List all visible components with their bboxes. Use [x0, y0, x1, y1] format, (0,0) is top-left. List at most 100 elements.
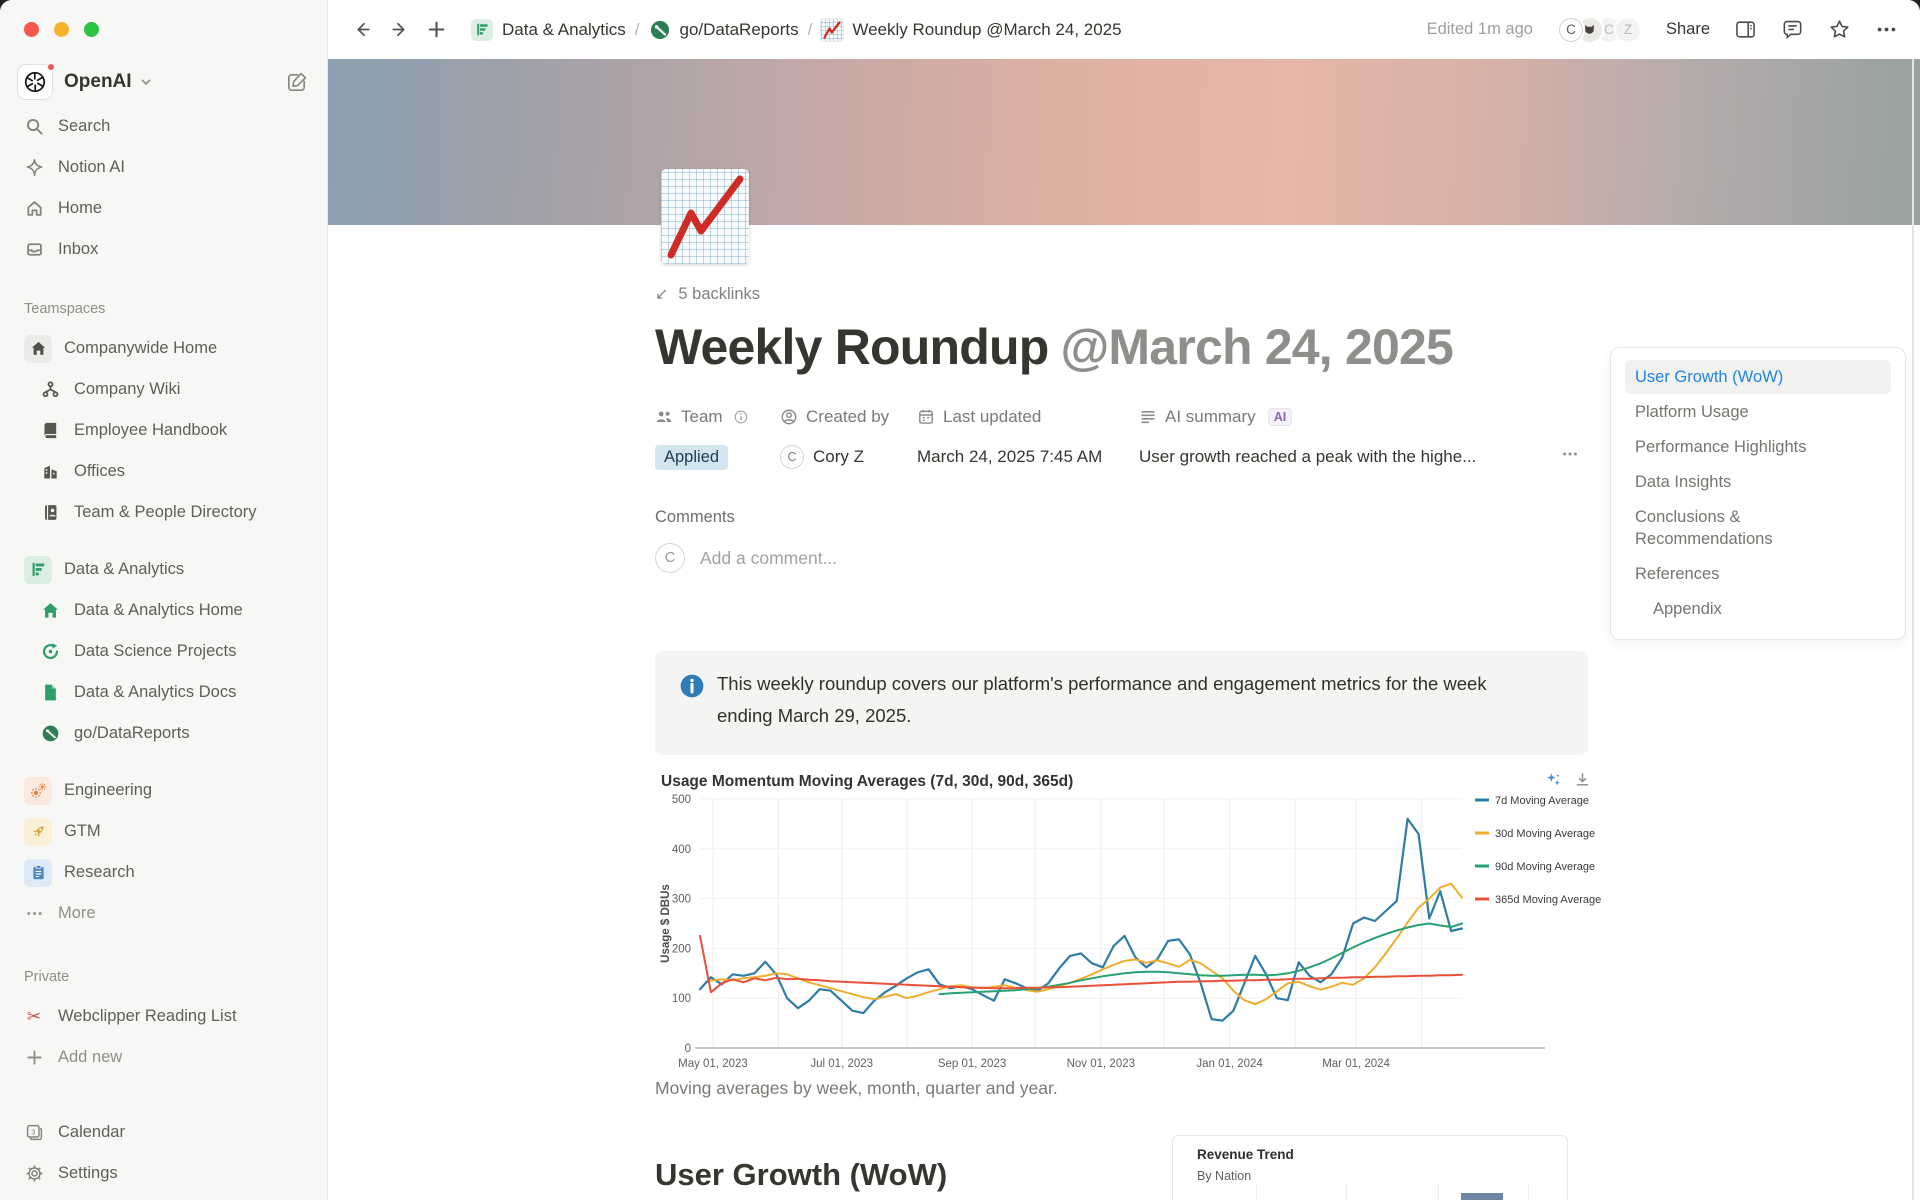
- sidebar-item-add-new[interactable]: Add new: [0, 1037, 327, 1078]
- download-icon[interactable]: [1574, 771, 1591, 788]
- back-button[interactable]: [352, 19, 373, 40]
- sidebar-item-offices[interactable]: Offices: [0, 451, 327, 492]
- property-label-created-by[interactable]: Created by: [780, 404, 889, 430]
- callout-block[interactable]: This weekly roundup covers our platform'…: [655, 651, 1588, 755]
- scrollbar[interactable]: [1912, 59, 1914, 1200]
- sidebar-item-research[interactable]: Research: [0, 852, 327, 893]
- section-heading[interactable]: User Growth (WoW): [655, 1157, 948, 1192]
- svg-text:Usage $ DBUs: Usage $ DBUs: [660, 884, 672, 963]
- breadcrumb-label: Data & Analytics: [502, 19, 626, 39]
- avatar: C: [780, 445, 804, 469]
- sidebar-item-data-analytics[interactable]: Data & Analytics: [0, 549, 327, 590]
- svg-text:Nov 01, 2023: Nov 01, 2023: [1067, 1058, 1135, 1070]
- minimize-button[interactable]: [54, 22, 69, 37]
- new-page-icon[interactable]: [285, 70, 309, 94]
- close-button[interactable]: [24, 22, 39, 37]
- gear-icon: [24, 1164, 44, 1184]
- avatar[interactable]: C: [1556, 15, 1585, 44]
- sidebar-item-label: More: [58, 904, 96, 922]
- book-icon: [40, 421, 60, 441]
- house-icon: [40, 601, 60, 621]
- sidebar-item-calendar[interactable]: 3 Calendar: [0, 1112, 327, 1153]
- chevron-down-icon: [139, 75, 153, 89]
- revenue-trend-card[interactable]: Revenue Trend By Nation: [1172, 1135, 1568, 1200]
- teamspaces-header[interactable]: Teamspaces: [24, 301, 106, 317]
- page-cover[interactable]: [328, 59, 1920, 225]
- toc-item-performance-highlights[interactable]: Performance Highlights: [1635, 438, 1807, 456]
- toc-item-appendix[interactable]: Appendix: [1653, 600, 1722, 618]
- sparkles-icon[interactable]: [1545, 771, 1562, 788]
- sidebar-item-label: Engineering: [64, 781, 153, 799]
- sidebar-item-data-analytics-home[interactable]: Data & Analytics Home: [0, 590, 327, 631]
- sidebar-item-company-wiki[interactable]: Company Wiki: [0, 369, 327, 410]
- globe-gauge-icon: [649, 19, 671, 41]
- svg-text:100: 100: [672, 993, 691, 1005]
- share-button[interactable]: Share: [1665, 20, 1710, 38]
- clipboard-icon: [24, 858, 52, 887]
- comments-icon[interactable]: [1781, 18, 1804, 41]
- avatar[interactable]: Z: [1613, 15, 1642, 44]
- breadcrumb-item-data-analytics[interactable]: Data & Analytics: [471, 18, 626, 41]
- toc-item-conclusions-recommendations[interactable]: Conclusions & Recommendations: [1635, 508, 1773, 548]
- sidebar-item-webclipper-reading-list[interactable]: ✂ Webclipper Reading List: [0, 996, 327, 1037]
- property-last-updated: Last updated March 24, 2025 7:45 AM: [917, 404, 1102, 472]
- breadcrumb-item-weekly-roundup-march-24-2025[interactable]: Weekly Roundup @March 24, 2025: [821, 18, 1122, 41]
- sidebar-item-settings[interactable]: Settings: [0, 1153, 327, 1194]
- sidebar-item-employee-handbook[interactable]: Employee Handbook: [0, 410, 327, 451]
- sidebar-item-gtm[interactable]: GTM: [0, 811, 327, 852]
- sidebar-item-label: Employee Handbook: [74, 421, 228, 439]
- property-value-ai-summary[interactable]: User growth reached a peak with the high…: [1139, 442, 1476, 472]
- toc-item-user-growth-wow[interactable]: User Growth (WoW): [1625, 360, 1891, 394]
- breadcrumb-separator: /: [634, 19, 640, 39]
- more-horizontal-icon[interactable]: [1875, 18, 1898, 41]
- sidebar-item-more[interactable]: More: [0, 893, 327, 934]
- page-icon chart-increasing-emoji[interactable]: [661, 169, 749, 264]
- zoom-button[interactable]: [84, 22, 99, 37]
- gridline: [1256, 1184, 1257, 1200]
- private-header[interactable]: Private: [24, 969, 70, 985]
- new-tab-button[interactable]: [426, 19, 447, 40]
- gears-icon: [24, 776, 52, 805]
- sidebar-item-team-people-directory[interactable]: Team & People Directory: [0, 492, 327, 533]
- breadcrumb-item-go-datareports[interactable]: go/DataReports: [649, 19, 799, 41]
- breadcrumb: Data & Analytics / go/DataReports / Weekly R…: [471, 18, 1122, 41]
- sidebar-item-home[interactable]: Home: [0, 188, 327, 229]
- sidebar-item-go-datareports[interactable]: go/DataReports: [0, 713, 327, 754]
- svg-text:400: 400: [672, 844, 691, 856]
- sidebar-item-search[interactable]: Search: [0, 106, 327, 147]
- sidebar-item-companywide-home[interactable]: Companywide Home: [0, 328, 327, 369]
- sidebar-item-label: Data & Analytics Home: [74, 601, 243, 619]
- toc-item-references[interactable]: References: [1635, 565, 1720, 583]
- workspace-switcher[interactable]: OpenAI: [18, 62, 315, 102]
- favorite-star-icon[interactable]: [1828, 18, 1851, 41]
- property-value-team[interactable]: Applied: [655, 442, 749, 472]
- forward-button[interactable]: [389, 19, 410, 40]
- property-value-created-by[interactable]: C Cory Z: [780, 442, 889, 472]
- sidebar-item-label: Add new: [58, 1048, 123, 1066]
- workspace-name: OpenAI: [64, 71, 132, 92]
- plus-icon: [24, 1048, 44, 1068]
- property-label-team[interactable]: Team: [655, 404, 749, 430]
- add-comment-input[interactable]: C Add a comment...: [655, 543, 837, 573]
- svg-text:Jul 01, 2023: Jul 01, 2023: [810, 1058, 873, 1070]
- comment-placeholder: Add a comment...: [700, 547, 838, 568]
- backlinks-button[interactable]: ↙ 5 backlinks: [655, 284, 760, 304]
- sidebar-teamspaces: Teamspaces Companywide Home Company Wiki E…: [0, 296, 327, 934]
- property-label-ai-summary[interactable]: AI summary AI: [1139, 404, 1476, 430]
- property-value-last-updated[interactable]: March 24, 2025 7:45 AM: [917, 442, 1102, 472]
- page-title[interactable]: Weekly Roundup @March 24, 2025: [655, 318, 1454, 376]
- toc-item-data-insights[interactable]: Data Insights: [1635, 473, 1732, 491]
- sidebar-item-engineering[interactable]: Engineering: [0, 770, 327, 811]
- toc-item-platform-usage[interactable]: Platform Usage: [1635, 403, 1749, 421]
- property-overflow-button[interactable]: [1556, 441, 1584, 467]
- value-text: March 24, 2025 7:45 AM: [917, 447, 1103, 466]
- sidebar-item-notion-ai[interactable]: Notion AI: [0, 147, 327, 188]
- property-label-text: Created by: [806, 407, 890, 426]
- sidebar-item-data-science-projects[interactable]: Data Science Projects: [0, 631, 327, 672]
- side-peek-icon[interactable]: [1734, 18, 1757, 41]
- usage-chart-embed[interactable]: Usage Momentum Moving Averages (7d, 30d,…: [655, 769, 1603, 1078]
- sidebar-item-label: Home: [58, 199, 103, 217]
- sidebar-item-inbox[interactable]: Inbox: [0, 229, 327, 270]
- property-label-last-updated[interactable]: Last updated: [917, 404, 1102, 430]
- sidebar-item-data-analytics-docs[interactable]: Data & Analytics Docs: [0, 672, 327, 713]
